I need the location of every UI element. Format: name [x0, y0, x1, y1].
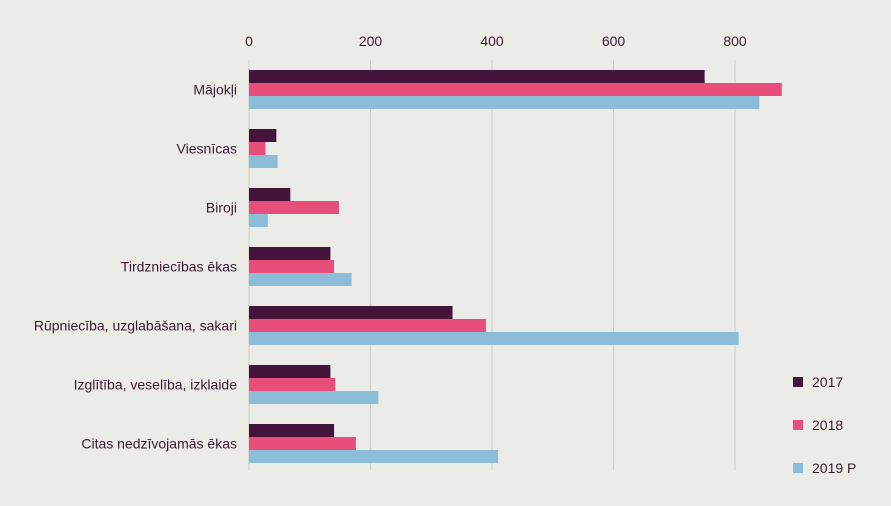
- bar-2019-p-6: [249, 450, 499, 463]
- category-label: Izglītība, veselība, izklaide: [74, 377, 238, 393]
- category-labels: Mājokļi Viesnīcas Biroji Tirdzniecības ēkas…: [34, 82, 237, 452]
- bar-2017-0: [249, 70, 705, 83]
- legend-label: 2018: [812, 417, 843, 433]
- bar-2018-2: [249, 201, 339, 214]
- bar-2018-3: [249, 260, 335, 273]
- x-tick-label: 600: [602, 33, 626, 49]
- bar-2019-p-3: [249, 273, 352, 286]
- bar-2019-p-4: [249, 332, 739, 345]
- legend-label: 2017: [812, 374, 843, 390]
- legend-label: 2019 P: [812, 460, 856, 476]
- category-label: Rūpniecība, uzglabāšana, sakari: [34, 318, 237, 334]
- category-label: Citas nedzīvojamās ēkas: [81, 436, 237, 452]
- bar-2019-p-0: [249, 96, 760, 109]
- bar-2018-0: [249, 83, 782, 96]
- bar-2018-6: [249, 437, 356, 450]
- bar-2017-3: [249, 247, 331, 260]
- bar-2019-p-2: [249, 214, 268, 227]
- category-label: Viesnīcas: [177, 141, 237, 157]
- legend: 2017 2018 2019 P: [793, 374, 856, 476]
- bar-2017-1: [249, 129, 277, 142]
- bar-2019-p-5: [249, 391, 379, 404]
- x-axis-ticks: 0 200 400 600 800: [245, 33, 747, 49]
- bar-2018-4: [249, 319, 486, 332]
- legend-swatch: [793, 377, 803, 387]
- category-label: Tirdzniecības ēkas: [121, 259, 237, 275]
- bar-2017-4: [249, 306, 453, 319]
- x-tick-label: 0: [245, 33, 253, 49]
- category-label: Mājokļi: [193, 82, 237, 98]
- bar-2018-1: [249, 142, 266, 155]
- x-tick-label: 400: [480, 33, 504, 49]
- legend-swatch: [793, 463, 803, 473]
- bar-2019-p-1: [249, 155, 278, 168]
- x-tick-label: 200: [359, 33, 383, 49]
- x-tick-label: 800: [723, 33, 747, 49]
- bar-2017-5: [249, 365, 331, 378]
- bar-2018-5: [249, 378, 336, 391]
- bar-2017-6: [249, 424, 335, 437]
- legend-swatch: [793, 420, 803, 430]
- bar-2017-2: [249, 188, 291, 201]
- bars: [249, 70, 782, 463]
- category-label: Biroji: [206, 200, 237, 216]
